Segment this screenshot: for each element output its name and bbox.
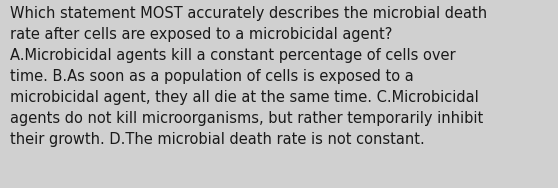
Text: Which statement MOST accurately describes the microbial death
rate after cells a: Which statement MOST accurately describe… (10, 6, 487, 147)
